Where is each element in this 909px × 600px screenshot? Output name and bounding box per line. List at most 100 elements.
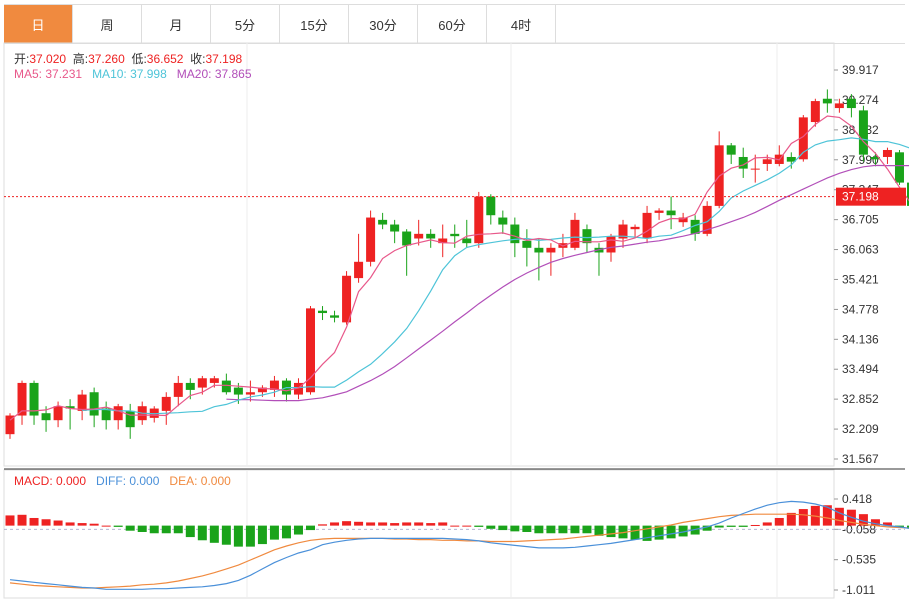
macd-y-tick-label: -0.058: [842, 522, 876, 536]
candle-body: [642, 212, 652, 239]
macd-hist-bar: [354, 521, 364, 526]
candle-body: [762, 159, 772, 164]
macd-hist-bar: [5, 515, 15, 526]
tab-month[interactable]: 月: [142, 5, 211, 43]
macd-hist-bar: [654, 525, 664, 540]
macd-hist-bar: [390, 523, 400, 526]
candle-body: [870, 156, 880, 160]
macd-hist-bar: [894, 525, 904, 527]
tab-4hour[interactable]: 4时: [487, 5, 556, 43]
macd-hist-bar: [606, 525, 616, 538]
low-label: 低:: [131, 52, 147, 66]
candle: [582, 224, 592, 253]
macd-hist-bar: [438, 522, 448, 526]
candle: [318, 306, 328, 321]
macd-y-tick-label: -1.011: [842, 583, 875, 597]
macd-hist-bar: [257, 525, 267, 545]
candle: [570, 212, 580, 251]
candle-body: [342, 275, 352, 323]
candle: [534, 238, 544, 281]
candle: [642, 205, 652, 244]
candle-body: [245, 392, 255, 395]
macd-hist-bar: [474, 525, 484, 527]
candle-body: [834, 103, 844, 109]
candle-body: [858, 110, 868, 155]
candle-body: [690, 219, 700, 234]
y-tick-label: 36.063: [842, 243, 879, 257]
dea-value: 0.000: [200, 474, 231, 488]
candle: [438, 224, 448, 258]
macd-hist-bar: [570, 525, 580, 534]
candle: [678, 212, 688, 227]
y-tick-label: 39.917: [842, 63, 879, 77]
candle-body: [438, 238, 448, 244]
candle-body: [546, 247, 556, 253]
macd-hist-bar: [726, 525, 736, 527]
candle: [858, 105, 868, 162]
candle: [870, 152, 880, 167]
candle: [378, 212, 388, 230]
macd-hist-bar: [714, 525, 724, 528]
macd-hist-bar: [582, 525, 592, 534]
open-label: 开:: [14, 52, 30, 66]
candle-body: [269, 380, 279, 390]
candle-body: [414, 233, 424, 239]
ma5-label: MA5:: [14, 67, 46, 81]
ma10-value: 37.998: [130, 67, 167, 81]
current-price-label: 37.198: [842, 190, 879, 204]
candle-body: [786, 156, 796, 162]
tab-5min[interactable]: 5分: [211, 5, 280, 43]
macd-hist-bar: [414, 522, 424, 526]
candle-body: [233, 387, 243, 395]
candle-body: [5, 415, 15, 435]
candle-body: [29, 382, 39, 416]
y-tick-label: 31.567: [842, 452, 879, 466]
macd-hist-bar: [907, 525, 909, 528]
candle: [342, 271, 352, 325]
macd-hist-bar: [870, 519, 880, 526]
ma10-line: [82, 137, 909, 415]
candle: [702, 201, 712, 237]
macd-hist-bar: [197, 525, 207, 541]
tab-30min[interactable]: 30分: [349, 5, 418, 43]
candle-body: [654, 210, 664, 213]
macd-value: 0.000: [56, 474, 87, 488]
candle: [798, 115, 808, 162]
dea-line: [9, 513, 909, 589]
macd-hist-bar: [209, 525, 219, 543]
candle-body: [534, 247, 544, 253]
candle-body: [17, 382, 27, 416]
macd-y-tick-label: -0.535: [842, 553, 876, 567]
macd-hist-bar: [642, 525, 652, 541]
candle-body: [257, 387, 267, 393]
candle-body: [330, 315, 340, 318]
candle: [834, 98, 844, 113]
candle: [17, 380, 27, 425]
ma20-value: 37.865: [214, 67, 252, 81]
macd-hist-bar: [510, 525, 520, 532]
candle-body: [726, 145, 736, 155]
tab-60min[interactable]: 60分: [418, 5, 487, 43]
macd-hist-bar: [462, 525, 472, 527]
candle-body: [618, 224, 628, 239]
candle-body: [53, 406, 63, 421]
tab-day[interactable]: 日: [4, 5, 73, 43]
candle: [113, 403, 123, 430]
candle-body: [293, 382, 303, 395]
candle: [522, 229, 532, 267]
candle-body: [522, 240, 532, 248]
candle: [77, 389, 87, 421]
dea-label: DEA:: [169, 474, 201, 488]
tab-week[interactable]: 周: [73, 5, 142, 43]
macd-hist-bar: [17, 514, 27, 526]
candle-body: [846, 98, 856, 109]
candle-body: [390, 224, 400, 232]
macd-hist-bar: [678, 525, 688, 537]
diff-label: DIFF:: [96, 474, 130, 488]
candle: [690, 215, 700, 241]
tab-15min[interactable]: 15分: [280, 5, 349, 43]
candle-body: [750, 168, 760, 170]
candle: [738, 147, 748, 178]
candle-body: [907, 182, 909, 206]
